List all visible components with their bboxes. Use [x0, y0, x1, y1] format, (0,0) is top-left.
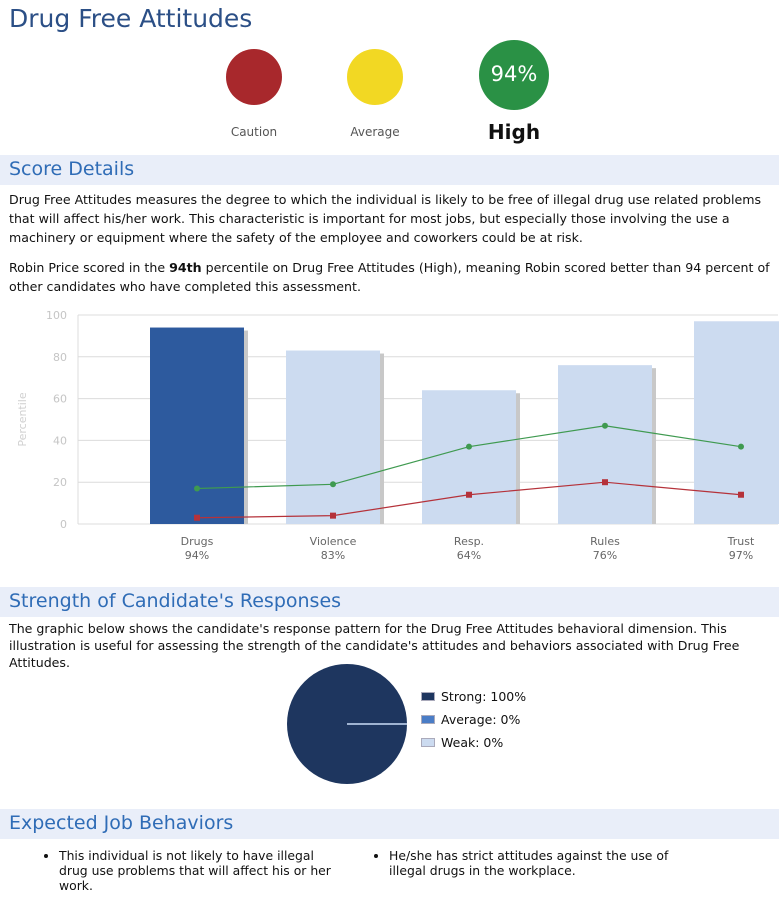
bar-drugs: [150, 327, 244, 524]
average-indicator: [347, 49, 403, 105]
y-tick-label: 0: [60, 518, 67, 531]
high-indicator: [479, 40, 549, 110]
legend-average: Average: 0%: [421, 712, 520, 727]
series-point: [602, 422, 608, 429]
legend-average-label: Average: 0%: [441, 712, 521, 727]
list-item: He/she has strict attitudes against the …: [389, 848, 671, 878]
summary-after: percentile on Drug Free Attitudes (High)…: [9, 260, 770, 294]
strength-description: The graphic below shows the candidate's …: [9, 621, 740, 670]
score-details-header: Score Details: [0, 155, 779, 185]
series-point: [194, 514, 200, 521]
summary-percentile: 94th: [169, 260, 202, 275]
x-tick-label: Violence: [310, 535, 357, 548]
x-tick-sublabel: 64%: [457, 549, 481, 562]
x-tick-label: Trust: [727, 535, 755, 548]
x-tick-sublabel: 83%: [321, 549, 345, 562]
legend-weak-swatch: [421, 738, 435, 747]
y-tick-label: 80: [53, 351, 67, 364]
page-title: Drug Free Attitudes: [9, 4, 253, 33]
expected-behaviors-header: Expected Job Behaviors: [0, 809, 779, 839]
score-summary: Robin Price scored in the 94th percentil…: [9, 258, 775, 296]
list-item: This individual is not likely to have il…: [59, 848, 341, 893]
high-label: High: [487, 120, 541, 144]
y-tick-label: 40: [53, 434, 67, 447]
caution-label: Caution: [230, 125, 278, 139]
x-tick-sublabel: 97%: [729, 549, 753, 562]
legend-strong-label: Strong: 100%: [441, 689, 527, 704]
average-label: Average: [350, 125, 400, 139]
y-axis-label: Percentile: [16, 392, 29, 447]
response-strength-pie: [287, 664, 407, 784]
series-point: [330, 512, 336, 519]
expected-behaviors-title: Expected Job Behaviors: [9, 812, 234, 834]
series-point: [194, 485, 200, 492]
series-point: [738, 491, 744, 498]
x-tick-label: Drugs: [181, 535, 214, 548]
x-tick-sublabel: 76%: [593, 549, 617, 562]
strength-title: Strength of Candidate's Responses: [9, 590, 342, 612]
bar-rules: [558, 365, 652, 524]
series-point: [330, 481, 336, 488]
series-point: [466, 443, 472, 450]
x-tick-sublabel: 94%: [185, 549, 209, 562]
series-point: [602, 479, 608, 486]
legend-weak: Weak: 0%: [421, 735, 503, 750]
bar-violence: [286, 350, 380, 524]
legend-weak-label: Weak: 0%: [441, 735, 504, 750]
series-point: [466, 491, 472, 498]
score-details-title: Score Details: [9, 158, 135, 180]
summary-before: Robin Price scored in the: [9, 260, 170, 275]
series-point: [738, 443, 744, 450]
bar-trust: [694, 321, 779, 524]
legend-strong: Strong: 100%: [421, 689, 526, 704]
x-tick-label: Resp.: [454, 535, 484, 548]
score-percent: 94%: [490, 62, 538, 86]
y-tick-label: 60: [53, 393, 67, 406]
y-tick-label: 100: [46, 309, 67, 322]
x-tick-label: Rules: [590, 535, 620, 548]
behaviors-list-left: This individual is not likely to have il…: [41, 848, 341, 893]
legend-strong-swatch: [421, 692, 435, 701]
legend-average-swatch: [421, 715, 435, 724]
score-description: Drug Free Attitudes measures the degree …: [9, 192, 762, 245]
bar-resp: [422, 390, 516, 524]
strength-header: Strength of Candidate's Responses: [0, 587, 779, 617]
behaviors-list-right: He/she has strict attitudes against the …: [371, 848, 671, 878]
y-tick-label: 20: [53, 476, 67, 489]
caution-indicator: [226, 49, 282, 105]
